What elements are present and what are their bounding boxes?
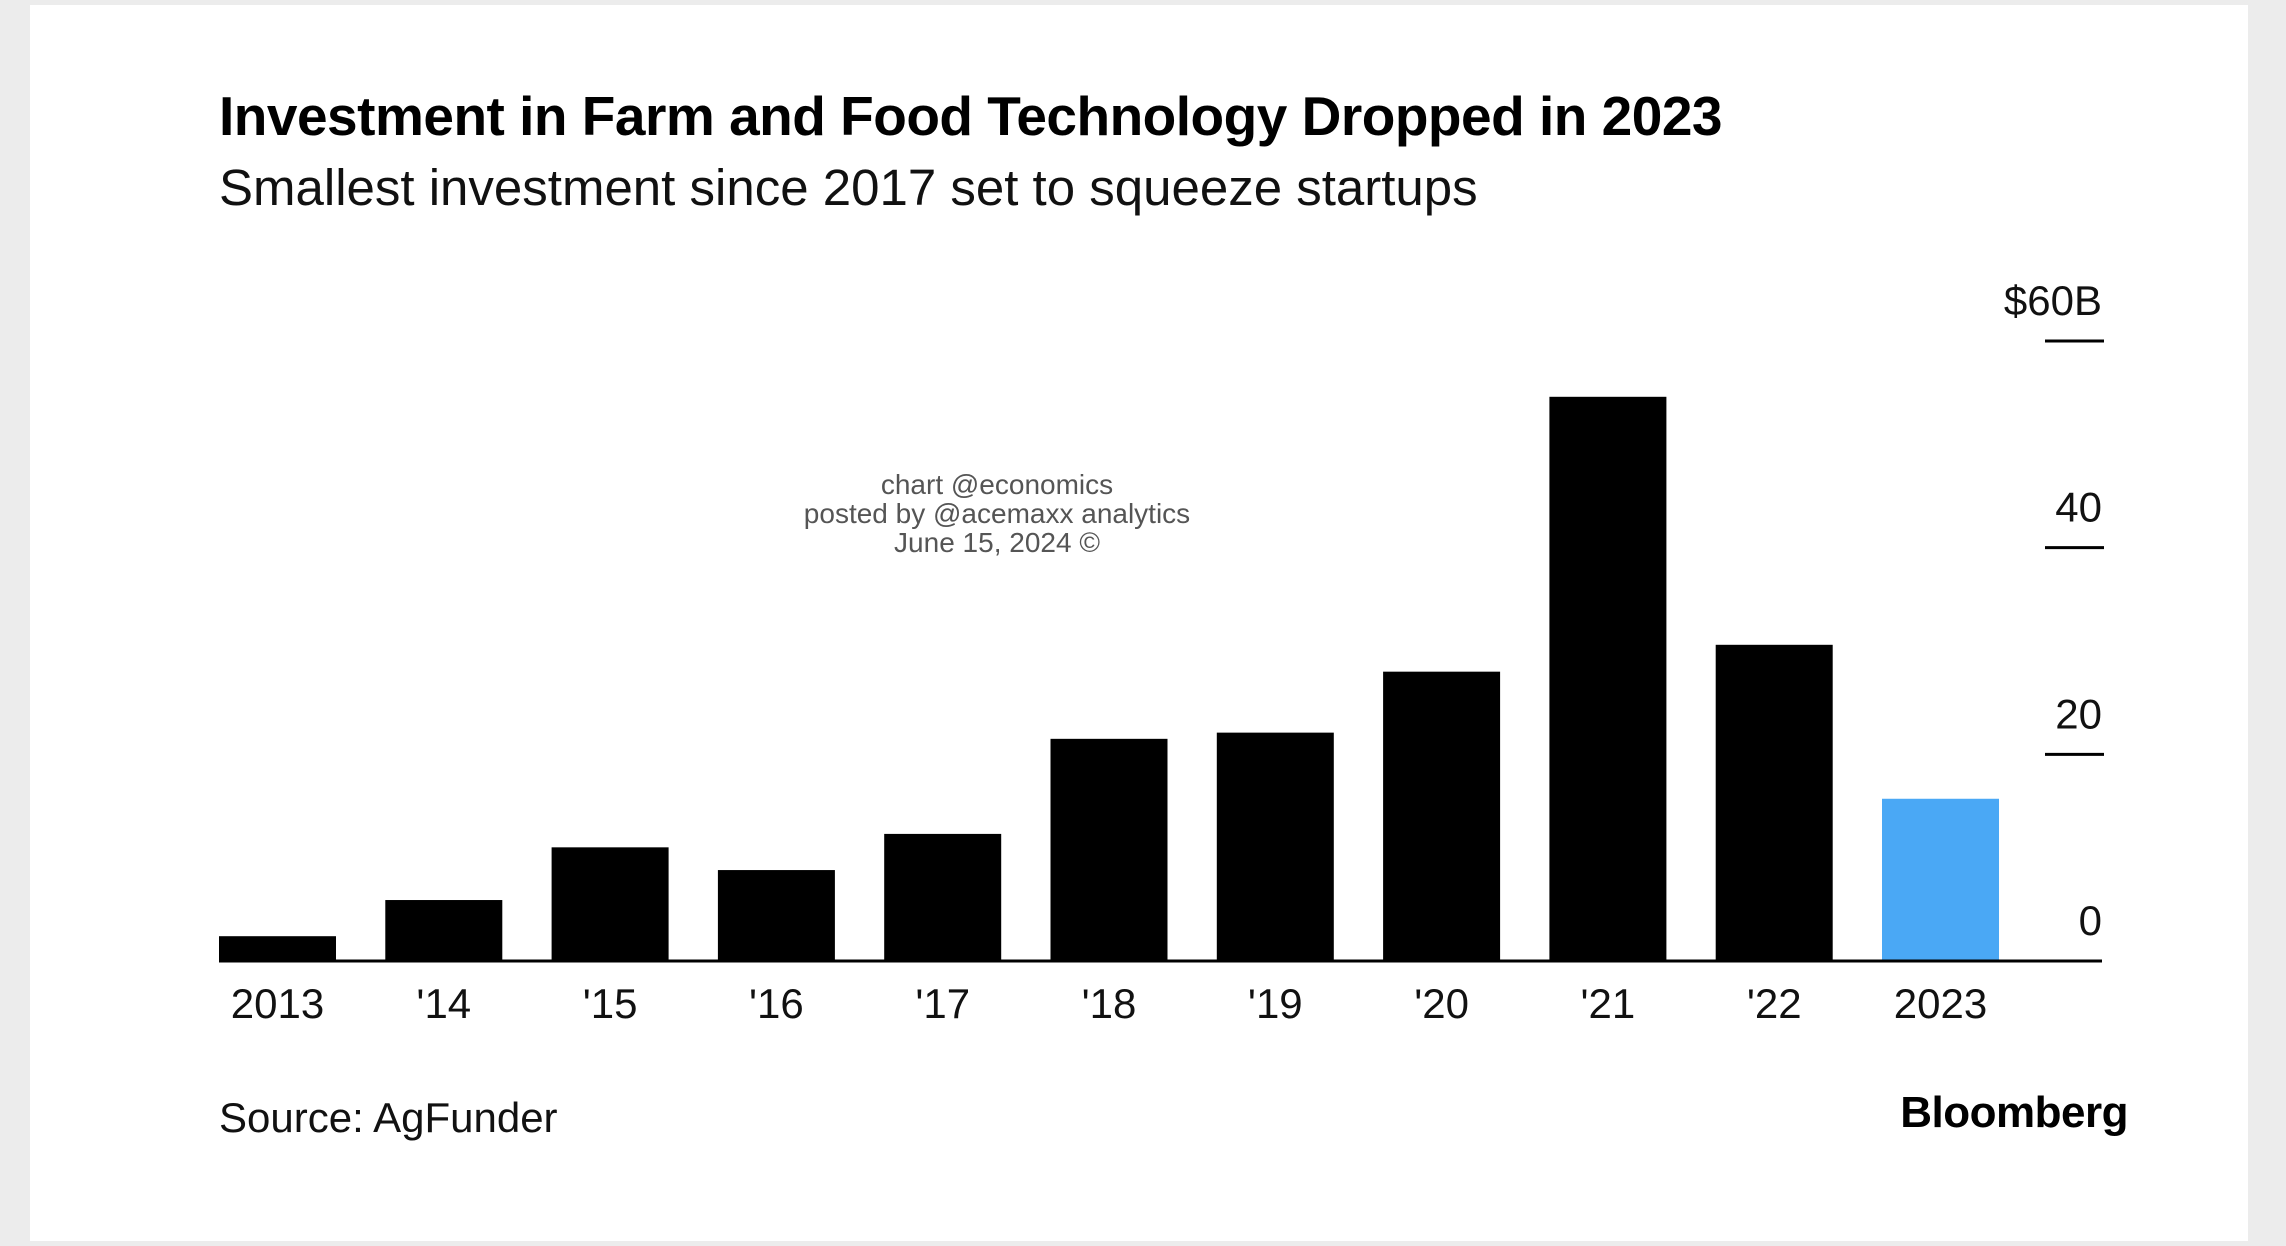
bar — [1715, 644, 1833, 961]
watermark: chart @economics posted by @acemaxx anal… — [697, 470, 1297, 557]
bar — [1050, 738, 1168, 961]
x-tick-label: '21 — [1581, 980, 1636, 1027]
y-tick-label: 40 — [2055, 484, 2102, 531]
chart-card — [30, 5, 2248, 1241]
x-tick-label: 2023 — [1894, 980, 1987, 1027]
source-note: Source: AgFunder — [219, 1094, 558, 1141]
watermark-line: posted by @acemaxx analytics — [803, 498, 1191, 529]
watermark-line: June 15, 2024 © — [894, 527, 1100, 558]
bar — [385, 900, 503, 961]
x-tick-label: '20 — [1414, 980, 1469, 1027]
chart-title: Investment in Farm and Food Technology D… — [219, 85, 1723, 147]
x-tick-label: '22 — [1747, 980, 1802, 1027]
bar — [551, 847, 669, 961]
x-tick-label: '18 — [1082, 980, 1137, 1027]
x-tick-label: 2013 — [231, 980, 324, 1027]
x-tick-label: '15 — [583, 980, 638, 1027]
bar — [717, 870, 835, 961]
x-tick-label: '16 — [749, 980, 804, 1027]
brand-logo: Bloomberg — [1900, 1088, 2128, 1137]
bar — [1882, 798, 1999, 961]
x-tick-label: '14 — [416, 980, 471, 1027]
bar — [884, 833, 1002, 961]
x-tick-label: '19 — [1248, 980, 1303, 1027]
bar — [1216, 732, 1334, 961]
y-tick-label: 0 — [2079, 897, 2102, 944]
watermark-line: chart @economics — [880, 469, 1114, 500]
bar — [219, 936, 336, 961]
y-tick-label: 20 — [2055, 690, 2102, 737]
bar — [1383, 671, 1501, 961]
chart-subtitle: Smallest investment since 2017 set to sq… — [219, 159, 1478, 216]
bar — [1549, 396, 1667, 961]
x-tick-label: '17 — [915, 980, 970, 1027]
y-tick-label: $60B — [2004, 277, 2102, 324]
